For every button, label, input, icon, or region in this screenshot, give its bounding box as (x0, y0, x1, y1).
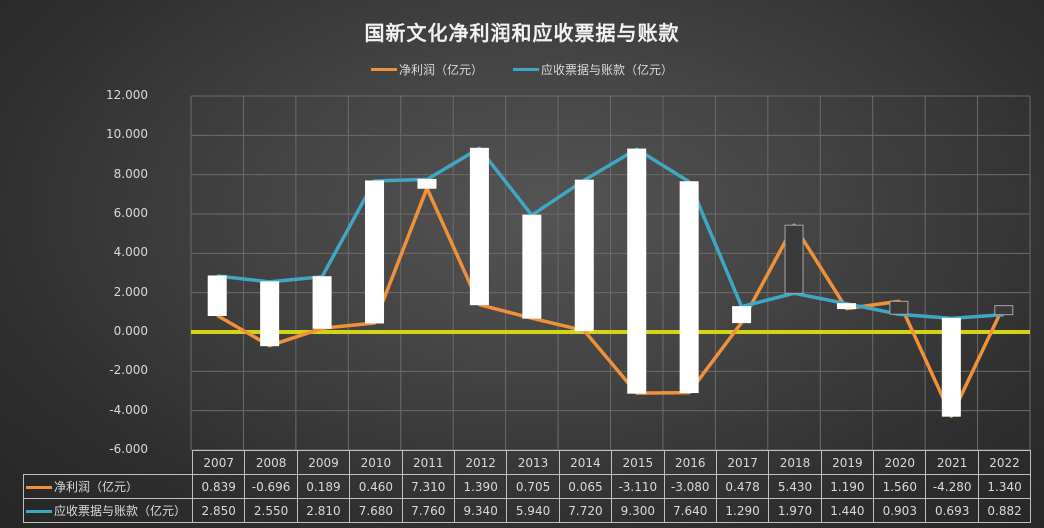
category-label: 2012 (453, 450, 508, 475)
up-bar (889, 300, 909, 315)
up-bar (994, 305, 1014, 316)
data-cell: 9.300 (611, 498, 665, 523)
data-cell: 0.189 (296, 474, 351, 499)
y-tick-label: 2.000 (113, 284, 148, 299)
data-cell: 7.640 (663, 498, 717, 523)
row-label-net-profit: 净利润（亿元） (23, 474, 193, 499)
data-cell: 2.850 (191, 498, 246, 523)
down-bar (365, 180, 385, 324)
down-bar (836, 303, 856, 310)
data-cell: 0.903 (873, 498, 927, 523)
data-cell: 7.720 (558, 498, 613, 523)
data-cell: 1.290 (715, 498, 770, 523)
data-cell: 5.940 (506, 498, 560, 523)
data-cell: -3.110 (611, 474, 665, 499)
data-cell: 0.065 (558, 474, 613, 499)
down-bar (417, 178, 437, 189)
category-label: 2017 (715, 450, 770, 475)
y-tick-label: 8.000 (113, 166, 148, 181)
category-label: 2022 (977, 450, 1032, 475)
data-table-header-row: 2007 2008 2009 2010 2011 2012 2013 2014 2015 2016… (23, 450, 1032, 475)
data-cell: -4.280 (925, 474, 979, 499)
data-cell: 0.693 (925, 498, 979, 523)
down-bar (732, 306, 752, 324)
row-label-text: 净利润（亿元） (54, 480, 139, 494)
legend-item-receivables[interactable]: 应收票据与账款（亿元） (513, 61, 673, 78)
y-tick-label: 6.000 (113, 206, 148, 220)
legend-label-receivables: 应收票据与账款（亿元） (541, 63, 674, 77)
data-cell: 9.340 (453, 498, 508, 523)
down-bar (574, 179, 594, 332)
category-label: 2019 (820, 450, 875, 475)
category-label: 2018 (768, 450, 822, 475)
category-label: 2009 (296, 450, 351, 475)
down-bar (207, 275, 227, 316)
data-cell: 1.560 (873, 474, 927, 499)
y-tick-label: -2.000 (109, 363, 148, 378)
data-cell: 7.310 (401, 474, 455, 499)
data-cell: -3.080 (663, 474, 717, 499)
data-cell: 7.680 (349, 498, 403, 523)
down-bar (522, 214, 542, 319)
down-bar (627, 148, 647, 394)
y-tick-label: 4.000 (113, 245, 148, 260)
y-tick-label: 12.000 (106, 88, 148, 102)
down-bar (679, 181, 699, 394)
category-label: 2011 (401, 450, 455, 475)
line-net-profit (216, 186, 1006, 418)
data-cell: 1.440 (820, 498, 875, 523)
legend-item-net-profit[interactable]: 净利润（亿元） (370, 61, 483, 78)
row-label-text: 应收票据与账款（亿元） (54, 504, 187, 518)
down-bar (312, 276, 332, 329)
category-label: 2014 (558, 450, 613, 475)
legend: 净利润（亿元） 应收票据与账款（亿元） (0, 61, 1044, 78)
data-cell: 2.550 (244, 498, 298, 523)
data-table-row-net-profit: 净利润（亿元） 0.839 -0.696 0.189 0.460 7.310 1.390 0… (23, 474, 1032, 499)
category-label: 2010 (349, 450, 403, 475)
line-receivables (217, 146, 1004, 321)
data-cell: 0.478 (715, 474, 770, 499)
category-label: 2016 (663, 450, 717, 475)
data-table: 2007 2008 2009 2010 2011 2012 2013 2014 2015 2016… (23, 450, 1032, 523)
category-label: 2021 (925, 450, 979, 475)
data-cell: 1.970 (768, 498, 822, 523)
data-cell: 1.340 (977, 474, 1032, 499)
legend-swatch-net-profit (370, 68, 397, 71)
category-label: 2013 (506, 450, 560, 475)
data-cell: 0.882 (977, 498, 1032, 523)
legend-swatch-receivables (513, 68, 539, 71)
data-cell: 7.760 (401, 498, 455, 523)
down-bar (469, 147, 489, 306)
data-cell: -0.696 (244, 474, 298, 499)
data-cell: 5.430 (768, 474, 822, 499)
down-bar (260, 281, 280, 347)
data-cell: 0.705 (506, 474, 560, 499)
row-label-receivables: 应收票据与账款（亿元） (23, 498, 193, 523)
data-cell: 0.460 (349, 474, 403, 499)
data-cell: 1.190 (820, 474, 875, 499)
category-label: 2007 (191, 450, 246, 475)
chart-title: 国新文化净利润和应收票据与账款 (364, 21, 680, 45)
row-swatch-receivables (26, 510, 52, 513)
data-table-corner (23, 450, 193, 475)
data-table-row-receivables: 应收票据与账款（亿元） 2.850 2.550 2.810 7.680 7.760 9.3… (23, 498, 1032, 523)
category-label: 2020 (873, 450, 927, 475)
row-swatch-net-profit (26, 486, 52, 489)
down-bar (941, 317, 961, 417)
data-cell: 0.839 (191, 474, 246, 499)
legend-label-net-profit: 净利润（亿元） (398, 63, 483, 77)
y-tick-label: 0.000 (113, 324, 148, 338)
data-cell: 1.390 (453, 474, 508, 499)
up-bar (784, 224, 804, 294)
category-label: 2008 (244, 450, 298, 475)
category-label: 2015 (611, 450, 665, 475)
y-tick-label: -4.000 (109, 402, 148, 417)
y-tick-label: 10.000 (106, 127, 148, 142)
data-cell: 2.810 (296, 498, 351, 523)
